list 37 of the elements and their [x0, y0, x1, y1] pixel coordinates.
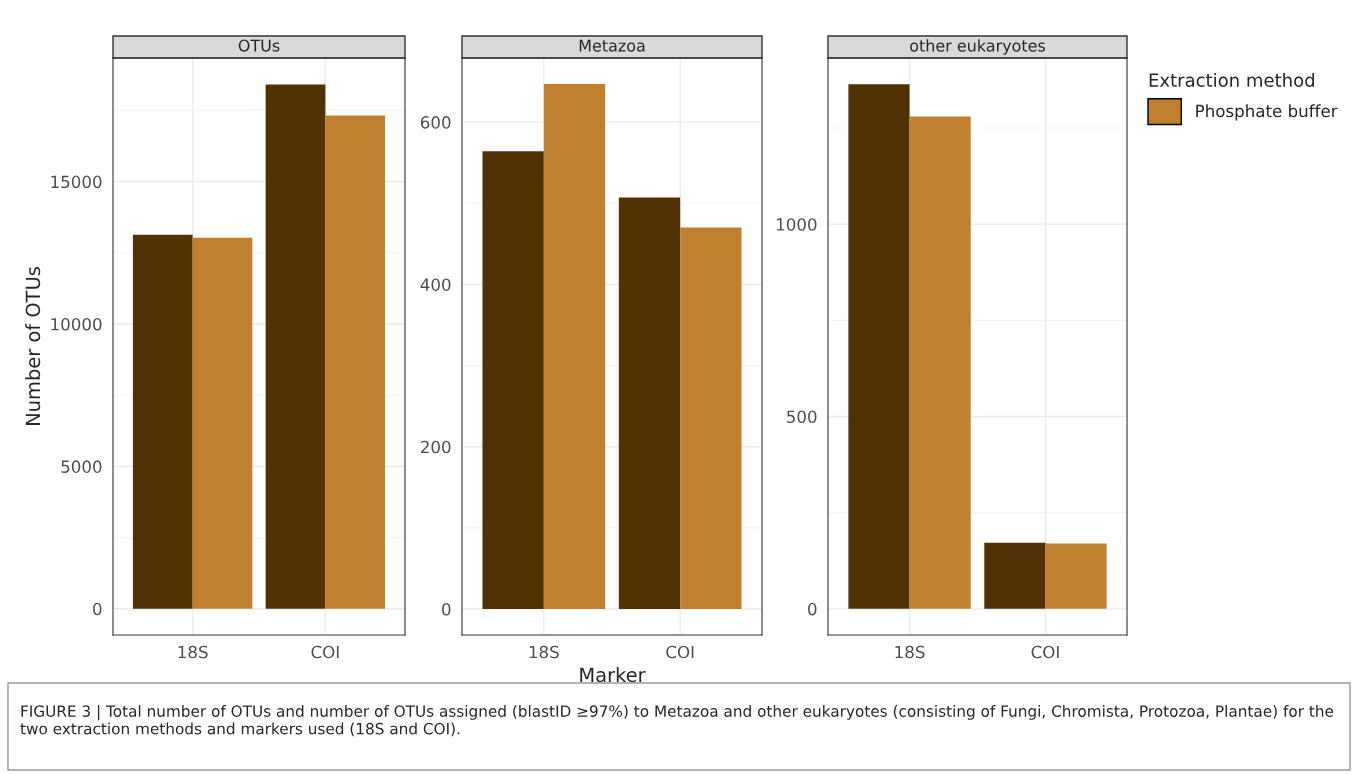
bar — [909, 116, 971, 609]
bar — [1045, 543, 1107, 609]
bar — [482, 151, 544, 610]
y-tick-label: 600 — [420, 116, 451, 129]
y-tick-label: 400 — [420, 278, 451, 291]
y-tick-label: 15000 — [51, 175, 102, 189]
caption: FIGURE 3 | Total number of OTUs and number of OTUs assigned (blastID ≥97%) to Metazoa and other eukaryotes (consisting of Fungi, Chromista, Protozoa, Plantae) for the two extraction methods and markers used (18S and COI). — [20, 705, 1334, 737]
bar — [848, 84, 910, 609]
bar — [265, 84, 326, 609]
chart-title: Metazoa — [579, 39, 645, 52]
x-tick-label: COI — [666, 645, 694, 659]
x-tick-label: 18S — [178, 645, 208, 659]
x-tick-label: COI — [311, 645, 339, 659]
legend-label: Phosphate buffer — [1196, 104, 1338, 121]
y-tick-label: 0 — [93, 602, 102, 616]
chart-title: other eukaryotes — [910, 39, 1045, 55]
y-tick-label: 1000 — [777, 218, 817, 231]
x-tick-label: 18S — [895, 645, 925, 659]
x-tick-label: COI — [1031, 645, 1059, 659]
x-axis-title: Marker — [580, 667, 646, 683]
legend-title: Extraction method — [1149, 73, 1314, 87]
bar — [325, 115, 386, 609]
bar — [543, 83, 606, 610]
y-tick-label: 5000 — [61, 460, 102, 473]
y-tick-label: 0 — [442, 602, 451, 616]
bar — [680, 227, 742, 610]
bar — [132, 234, 193, 609]
y-tick-label: 500 — [787, 410, 817, 424]
x-tick-label: 18S — [529, 645, 559, 659]
chart-title: OTUs — [238, 39, 280, 52]
y-axis-title: Number of OTUs — [25, 267, 41, 425]
y-tick-label: 0 — [808, 602, 817, 616]
bar — [984, 542, 1046, 609]
y-tick-label: 10000 — [51, 317, 102, 331]
bar — [192, 237, 253, 609]
y-tick-label: 200 — [420, 440, 451, 454]
bar — [618, 197, 681, 610]
